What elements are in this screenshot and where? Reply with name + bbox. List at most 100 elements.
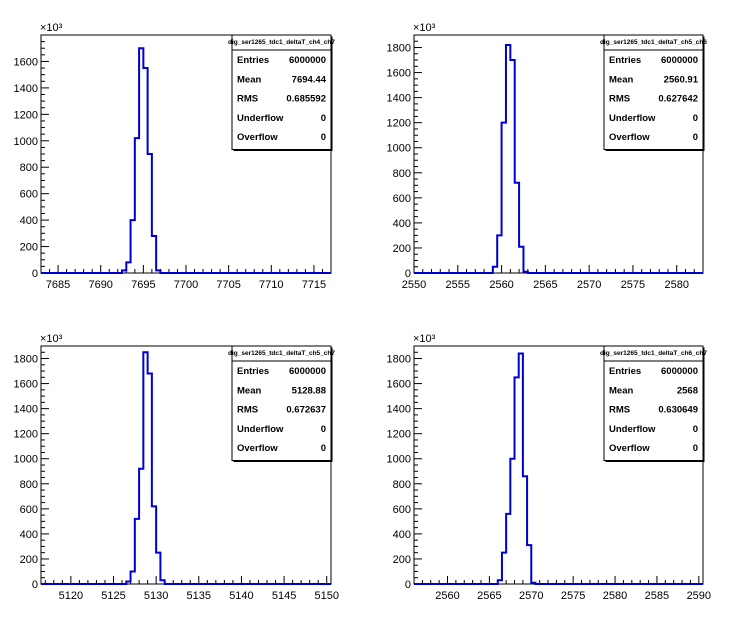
y-tick-label: 1400	[14, 404, 38, 416]
histogram-panel-3: 5120 5125 5130 5135 5140 5145 5150 0 200 400 600 80…	[14, 333, 339, 602]
stats-box-title: dig_ser1265_tdc1_deltaT_ch5_ch6	[600, 39, 707, 46]
y-multiplier-label: ×10³	[40, 22, 63, 34]
stat-label: Overflow	[237, 132, 278, 143]
histogram-panel-4: 2560 2565 2570 2575 2580 2585 2590 0 200 400 600 80…	[387, 333, 712, 602]
stats-box: dig_ser1265_tdc1_deltaT_ch5_ch7 Entries 60…	[228, 345, 335, 462]
y-tick-label: 1200	[14, 109, 38, 121]
x-tick-label: 2570	[519, 590, 543, 602]
stats-box-title: dig_ser1265_tdc1_deltaT_ch4_ch7	[228, 39, 335, 46]
stat-label: Entries	[609, 366, 641, 377]
stat-label: Entries	[237, 55, 269, 66]
x-tick-label: 2570	[577, 279, 601, 291]
stat-label: Entries	[237, 366, 269, 377]
stat-label: Overflow	[609, 443, 650, 454]
y-tick-label: 1400	[387, 93, 411, 105]
stats-box-frame	[603, 345, 704, 461]
y-tick-label: 1600	[387, 68, 411, 80]
stat-label: Mean	[609, 385, 633, 396]
stats-box-frame	[231, 345, 332, 461]
x-tick-label: 7690	[88, 279, 112, 291]
x-tick-label: 2580	[603, 590, 627, 602]
x-tick-label: 2575	[561, 590, 585, 602]
histogram-line	[414, 352, 703, 585]
y-tick-label: 800	[393, 479, 411, 491]
x-tick-label: 2560	[489, 279, 513, 291]
x-tick-label: 5135	[187, 590, 211, 602]
y-tick-label: 800	[20, 479, 38, 491]
x-tick-label: 5150	[314, 590, 338, 602]
x-tick-label: 7700	[174, 279, 198, 291]
stat-value: 0	[693, 424, 698, 435]
y-tick-label: 600	[20, 504, 38, 516]
stat-value: 0	[321, 424, 326, 435]
stat-value: 0	[693, 132, 698, 143]
y-tick-label: 600	[393, 193, 411, 205]
stats-box: dig_ser1265_tdc1_deltaT_ch4_ch7 Entries 60…	[228, 34, 335, 151]
y-tick-label: 1000	[14, 454, 38, 466]
y-tick-label: 1400	[14, 83, 38, 95]
stat-value: 0	[693, 113, 698, 124]
y-tick-label: 600	[393, 504, 411, 516]
stat-label: Overflow	[237, 443, 278, 454]
stat-value: 7694.44	[292, 74, 327, 85]
y-tick-label: 800	[20, 162, 38, 174]
stat-value: 0	[321, 113, 326, 124]
stats-box-frame	[231, 34, 332, 150]
y-multiplier-label: ×10³	[413, 333, 436, 345]
stats-box-title: dig_ser1265_tdc1_deltaT_ch6_ch7	[600, 350, 707, 357]
y-tick-label: 200	[20, 242, 38, 254]
stat-label: Underflow	[237, 424, 284, 435]
y-tick-label: 200	[20, 554, 38, 566]
y-tick-label: 200	[393, 554, 411, 566]
stat-value: 2568	[677, 385, 698, 396]
x-tick-label: 7685	[46, 279, 70, 291]
x-tick-label: 5125	[101, 590, 125, 602]
stats-box: dig_ser1265_tdc1_deltaT_ch6_ch7 Entries 60…	[600, 345, 707, 462]
y-tick-label: 400	[393, 218, 411, 230]
y-tick-label: 1800	[387, 354, 411, 366]
stat-value: 0.627642	[658, 94, 698, 105]
stat-label: RMS	[609, 405, 630, 416]
stats-box-frame	[603, 34, 704, 150]
stat-label: Overflow	[609, 132, 650, 143]
y-tick-label: 1200	[387, 429, 411, 441]
x-tick-label: 5130	[144, 590, 168, 602]
y-tick-label: 600	[20, 189, 38, 201]
x-tick-label: 2550	[402, 279, 426, 291]
stat-label: Mean	[237, 385, 261, 396]
stat-value: 6000000	[661, 55, 698, 66]
y-tick-label: 0	[405, 579, 411, 591]
stat-label: Underflow	[237, 113, 284, 124]
x-tick-label: 7715	[302, 279, 326, 291]
histogram-panel-2: 2550 2555 2560 2565 2570 2575 2580 0 200 400 600 80…	[387, 22, 708, 291]
y-tick-label: 1200	[387, 118, 411, 130]
y-tick-label: 0	[32, 579, 38, 591]
stats-box-title: dig_ser1265_tdc1_deltaT_ch5_ch7	[228, 350, 335, 357]
y-tick-label: 1800	[387, 43, 411, 55]
y-tick-label: 1800	[14, 354, 38, 366]
stat-value: 0.672637	[286, 405, 326, 416]
y-multiplier-label: ×10³	[40, 333, 63, 345]
y-tick-label: 1000	[387, 143, 411, 155]
histogram-panel-1: 7685 7690 7695 7700 7705 7710 7715 0 200 400 600 80…	[14, 22, 336, 291]
stat-label: RMS	[237, 94, 258, 105]
stat-value: 0.630649	[658, 405, 698, 416]
stat-label: Underflow	[609, 424, 656, 435]
x-tick-label: 7705	[216, 279, 240, 291]
y-tick-label: 400	[393, 529, 411, 541]
histogram-line	[414, 44, 703, 274]
histogram-line	[41, 351, 331, 585]
y-tick-label: 1600	[387, 379, 411, 391]
x-tick-label: 2575	[621, 279, 645, 291]
y-tick-label: 1200	[14, 429, 38, 441]
y-tick-label: 1600	[14, 379, 38, 391]
x-tick-label: 5140	[229, 590, 253, 602]
stat-value: 2560.91	[664, 74, 699, 85]
stat-value: 5128.88	[292, 385, 326, 396]
stat-value: 0	[693, 443, 698, 454]
stat-value: 6000000	[289, 55, 326, 66]
stats-box: dig_ser1265_tdc1_deltaT_ch5_ch6 Entries 60…	[600, 34, 707, 151]
y-tick-label: 0	[405, 268, 411, 280]
x-tick-label: 2580	[664, 279, 688, 291]
